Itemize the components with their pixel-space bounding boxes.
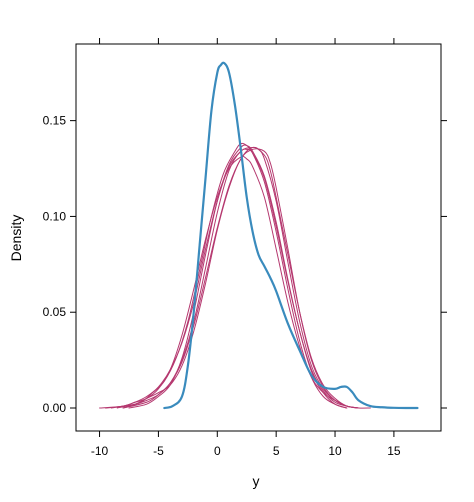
replicate-density-line-1 <box>99 155 371 409</box>
y-tick-label: 0.05 <box>43 305 67 319</box>
replicate-density-line-6 <box>122 146 360 409</box>
replicate-density-line-4 <box>116 148 360 409</box>
replicate-density-line-5 <box>104 148 360 409</box>
replicate-density-line-7 <box>128 144 348 409</box>
axis-layer: -10 -5 0 5 10 15 0.00 0.05 0.10 0.15 <box>43 38 447 458</box>
x-tick-label: 15 <box>387 444 401 458</box>
y-tick-label: 0.15 <box>43 114 67 128</box>
x-tick-label: 5 <box>273 444 280 458</box>
series-layer <box>99 61 419 410</box>
replicate-density-line-2 <box>110 146 360 409</box>
plot-frame <box>75 43 442 432</box>
x-axis-title: y <box>253 473 260 489</box>
y-tick-label: 0.00 <box>43 401 67 415</box>
x-tick-label: -10 <box>91 444 109 458</box>
y-axis-title: Density <box>8 215 24 262</box>
y-tick-label: 0.10 <box>43 209 67 223</box>
x-tick-label: 0 <box>214 444 221 458</box>
x-tick-label: -5 <box>153 444 164 458</box>
x-tick-label: 10 <box>328 444 342 458</box>
replicate-density-line-3 <box>122 142 348 409</box>
observed-density-line <box>163 61 419 410</box>
